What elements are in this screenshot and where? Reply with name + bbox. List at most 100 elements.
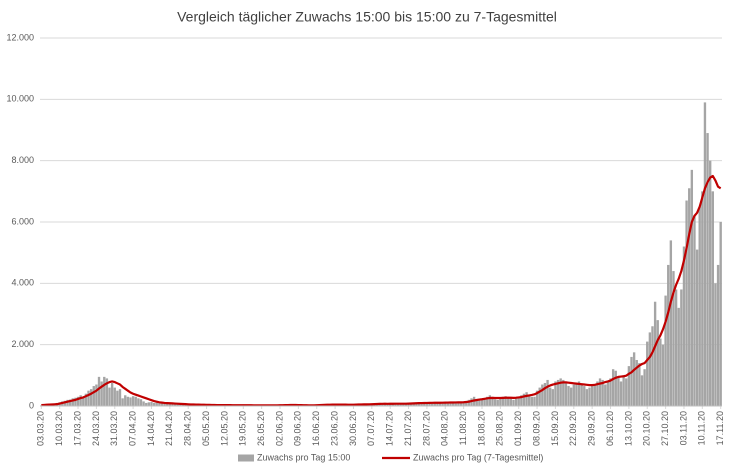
bar <box>669 240 673 406</box>
bar <box>575 383 578 406</box>
bar <box>118 389 122 406</box>
bar <box>501 396 505 406</box>
bar <box>640 375 644 406</box>
bar <box>604 384 607 406</box>
bar <box>606 381 610 406</box>
x-tick-label: 08.09.20 <box>531 411 541 446</box>
bar <box>551 389 554 406</box>
bar <box>572 384 575 406</box>
bar <box>166 403 169 406</box>
bar <box>530 396 534 406</box>
y-tick-label: 2.000 <box>11 339 34 349</box>
x-tick-label: 06.10.20 <box>605 411 615 446</box>
bar <box>719 222 722 406</box>
bar <box>533 396 536 406</box>
bar <box>538 387 541 406</box>
x-tick-label: 28.07.20 <box>421 411 431 446</box>
bar <box>554 381 557 406</box>
x-tick-label: 29.09.20 <box>587 411 597 446</box>
bar <box>638 363 641 406</box>
bar <box>420 403 423 406</box>
bar <box>462 402 465 406</box>
bar <box>417 403 421 406</box>
bar <box>664 295 667 406</box>
bar <box>525 392 528 406</box>
bar <box>596 381 599 406</box>
bar <box>517 396 520 406</box>
bar <box>171 403 174 406</box>
bar <box>491 396 494 406</box>
bar <box>415 402 418 406</box>
x-tick-label: 02.06.20 <box>274 411 284 446</box>
bar <box>402 404 405 406</box>
bar <box>590 386 594 406</box>
bar <box>580 384 583 406</box>
bar <box>514 398 518 406</box>
bar <box>181 404 185 406</box>
x-tick-label: 22.09.20 <box>568 411 578 446</box>
bar <box>129 397 132 406</box>
bar <box>155 402 158 406</box>
bar <box>556 379 560 406</box>
x-tick-label: 03.11.20 <box>678 411 688 445</box>
bar <box>84 393 88 406</box>
bar <box>66 399 69 406</box>
bar <box>496 399 499 406</box>
bar <box>446 402 450 406</box>
bar <box>535 390 539 406</box>
x-tick-label: 30.06.20 <box>348 411 358 446</box>
x-tick-label: 03.03.20 <box>36 411 46 446</box>
bar <box>184 404 187 406</box>
bar <box>488 395 492 406</box>
bar <box>688 188 691 406</box>
bar <box>100 381 103 406</box>
bar <box>499 397 502 406</box>
bar <box>625 378 628 406</box>
bar <box>632 352 636 406</box>
bar <box>627 366 631 406</box>
bar <box>680 289 683 406</box>
bar <box>449 402 452 406</box>
bar <box>121 398 124 406</box>
bar <box>430 402 434 406</box>
legend-label: Zuwachs pro Tag (7-Tagesmittel) <box>413 452 543 462</box>
bar <box>116 390 119 406</box>
x-tick-label: 21.07.20 <box>403 411 413 446</box>
bar <box>493 399 497 406</box>
bar <box>425 402 429 406</box>
bar <box>559 378 562 406</box>
bar <box>695 249 699 406</box>
bar <box>137 398 140 406</box>
bar <box>609 378 612 406</box>
bar <box>386 404 389 406</box>
bar <box>74 397 77 406</box>
bar <box>512 399 515 406</box>
x-tick-label: 23.06.20 <box>329 411 339 446</box>
bar <box>433 402 436 406</box>
bar <box>674 289 678 406</box>
x-tick-label: 13.10.20 <box>623 411 633 446</box>
bar <box>528 395 531 406</box>
x-tick-label: 17.03.20 <box>72 411 82 446</box>
bar <box>147 402 151 406</box>
bar <box>428 402 431 406</box>
bar <box>95 384 98 406</box>
x-tick-label: 07.07.20 <box>366 411 376 446</box>
bar <box>522 393 526 406</box>
x-tick-label: 11.08.20 <box>458 411 468 445</box>
bar <box>588 387 591 406</box>
x-tick-label: 20.10.20 <box>642 411 652 446</box>
bar <box>142 401 145 406</box>
bar <box>389 403 392 406</box>
bar <box>459 402 463 406</box>
x-tick-label: 24.03.20 <box>91 411 101 446</box>
bar <box>179 404 182 406</box>
x-tick-label: 10.11.20 <box>697 411 707 445</box>
bar <box>507 396 510 406</box>
legend-item: Zuwachs pro Tag 15:00 <box>238 452 350 462</box>
bar <box>630 356 633 406</box>
bar <box>454 402 457 406</box>
bar <box>690 169 694 406</box>
bar <box>396 403 400 406</box>
bar <box>126 396 130 406</box>
